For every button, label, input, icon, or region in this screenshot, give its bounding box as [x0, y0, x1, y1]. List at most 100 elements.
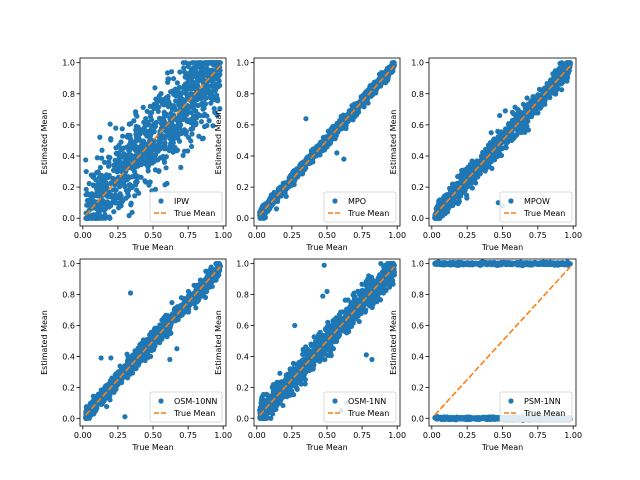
scatter-point: [113, 125, 119, 131]
scatter-point: [556, 70, 562, 76]
scatter-point: [98, 388, 105, 394]
scatter-series-mpo: [257, 60, 397, 221]
scatter-point: [190, 116, 196, 122]
scatter-point: [201, 105, 207, 111]
scatter-point: [522, 125, 529, 131]
scatter-point: [322, 326, 329, 333]
plot-area: [83, 60, 223, 221]
scatter-point: [157, 136, 163, 143]
scatter-point: [94, 155, 100, 161]
scatter-point: [166, 126, 173, 133]
scatter-point: [90, 174, 96, 180]
scatter-point: [210, 123, 216, 129]
scatter-point: [123, 187, 129, 193]
scatter-point: [136, 190, 142, 196]
scatter-point: [258, 206, 264, 212]
scatter-point: [96, 208, 103, 214]
scatter-point: [157, 116, 164, 122]
scatter-point: [122, 363, 128, 369]
scatter-point: [513, 126, 519, 132]
scatter-point: [465, 164, 471, 171]
x-tick-label: 0.50: [318, 231, 336, 240]
y-tick-label: 0.6: [236, 121, 249, 130]
y-tick-label: 0.8: [411, 90, 424, 99]
scatter-point: [116, 142, 122, 148]
scatter-point: [117, 168, 123, 174]
x-tick-label: 0.50: [144, 231, 162, 240]
x-tick-label: 0.75: [353, 231, 371, 240]
x-tick-label: 0.00: [248, 231, 266, 240]
scatter-point: [483, 146, 489, 153]
scatter-point: [438, 201, 444, 207]
x-tick-label: 0.25: [109, 231, 127, 240]
scatter-point: [179, 130, 185, 137]
y-tick-label: 0.2: [411, 183, 424, 192]
x-tick-label: 0.25: [458, 231, 476, 240]
y-tick-label: 0.8: [62, 90, 75, 99]
scatter-point: [488, 130, 494, 136]
scatter-point: [455, 173, 461, 180]
scatter-point: [518, 129, 524, 136]
scatter-point: [128, 200, 134, 206]
scatter-point: [548, 89, 554, 96]
scatter-point: [188, 143, 195, 150]
scatter-point: [139, 129, 145, 135]
scatter-point: [291, 177, 297, 183]
scatter-point: [273, 206, 280, 212]
scatter-point: [181, 69, 188, 75]
scatter-point: [200, 113, 206, 119]
x-tick-label: 0.75: [179, 231, 197, 240]
scatter-point: [204, 113, 210, 119]
scatter-point: [117, 164, 123, 170]
scatter-point: [456, 181, 462, 187]
scatter-point: [112, 387, 118, 393]
scatter-point: [280, 402, 286, 409]
scatter-point: [152, 123, 159, 129]
x-tick-label: 0.00: [74, 231, 92, 240]
scatter-point: [119, 198, 125, 204]
scatter-point: [148, 117, 155, 123]
scatter-point: [84, 202, 90, 208]
scatter-point: [164, 321, 170, 327]
scatter-point: [201, 100, 207, 106]
y-tick-label: 1.0: [62, 260, 75, 269]
scatter-point: [308, 343, 315, 349]
legend-label-method: MPO: [348, 197, 366, 206]
scatter-point: [179, 116, 185, 122]
scatter-point: [184, 118, 190, 125]
scatter-point: [565, 70, 571, 77]
x-tick-label: 1.00: [214, 431, 232, 440]
y-tick-label: 0.4: [62, 152, 75, 161]
x-axis-label: True Mean: [131, 243, 173, 252]
scatter-point: [463, 192, 470, 198]
scatter-point: [146, 182, 152, 188]
scatter-point: [113, 187, 119, 193]
scatter-point: [559, 67, 565, 73]
y-tick-label: 0.2: [236, 183, 249, 192]
y-tick-label: 0.2: [62, 383, 75, 392]
scatter-point: [102, 206, 108, 212]
scatter-point: [189, 74, 196, 80]
scatter-point: [152, 85, 158, 91]
scatter-point: [525, 113, 531, 119]
scatter-point: [389, 278, 396, 285]
legend-box: [323, 191, 397, 223]
scatter-point: [512, 104, 518, 110]
x-tick-label: 0.50: [144, 431, 162, 440]
x-tick-label: 0.00: [423, 231, 441, 240]
scatter-point: [524, 95, 530, 101]
scatter-point: [165, 326, 171, 333]
x-tick-label: 1.00: [214, 231, 232, 240]
scatter-point: [495, 200, 501, 206]
scatter-point: [201, 72, 207, 79]
scatter-point: [143, 153, 149, 160]
scatter-point: [149, 109, 155, 116]
scatter-point: [182, 90, 189, 96]
y-axis-label: Estimated Mean: [214, 110, 223, 175]
scatter-point: [184, 111, 190, 117]
scatter-point: [147, 103, 153, 109]
scatter-point: [134, 113, 140, 119]
plot-area: [432, 60, 573, 221]
